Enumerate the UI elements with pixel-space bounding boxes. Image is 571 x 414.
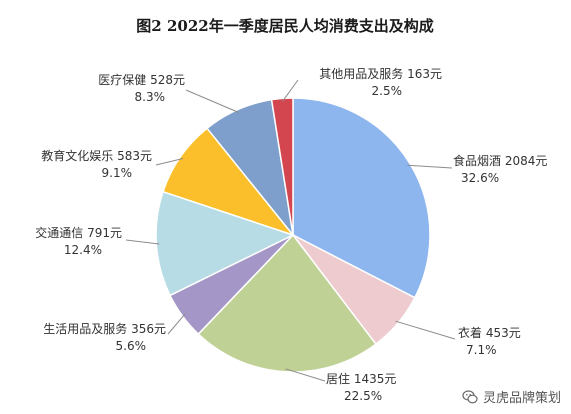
pie-slice-7 <box>270 97 294 236</box>
leader-line-0 <box>407 164 453 169</box>
leader-line-2 <box>285 368 326 382</box>
slice-label-2: 居住 1435元 <box>326 372 396 386</box>
watermark: 灵虎品牌策划 <box>462 387 561 406</box>
slice-label-1: 衣着 453元 <box>458 325 521 340</box>
chart-title: 图2 2022年一季度居民人均消费支出及构成 <box>136 17 433 35</box>
leader-lines <box>125 79 456 382</box>
pie-slice-4 <box>155 190 295 297</box>
leader-line-4 <box>125 239 160 245</box>
slice-label-6: 医疗保健 528元 <box>98 73 185 87</box>
pie-slice-0 <box>292 97 431 299</box>
slice-label-7: 其他用品及服务 163元 <box>319 66 442 81</box>
pie-slice-2 <box>197 233 377 373</box>
slice-percent-2: 22.5% <box>344 389 382 403</box>
leader-line-5 <box>155 158 184 166</box>
slice-percent-5: 9.1% <box>102 166 133 180</box>
slice-labels: 食品烟酒 2084元 32.6% 衣着 453元 7.1% 居住 1435元 22.5% 生… <box>35 66 547 403</box>
leader-line-6 <box>185 89 239 113</box>
pie-slices <box>155 97 431 373</box>
watermark-text: 灵虎品牌策划 <box>482 391 561 406</box>
slice-percent-7: 2.5% <box>372 84 403 98</box>
leader-line-7 <box>282 79 299 102</box>
slice-label-5: 教育文化娱乐 583元 <box>41 148 152 163</box>
leader-line-1 <box>395 320 456 340</box>
slice-label-3: 生活用品及服务 356元 <box>43 321 166 336</box>
slice-percent-4: 12.4% <box>64 243 102 257</box>
slice-percent-3: 5.6% <box>116 339 147 353</box>
wechat-icon <box>462 389 478 403</box>
slice-label-0: 食品烟酒 2084元 <box>453 153 547 168</box>
pie-slice-5 <box>162 127 296 237</box>
slice-percent-1: 7.1% <box>466 343 497 357</box>
leader-line-3 <box>167 313 186 335</box>
slice-label-4: 交通通信 791元 <box>35 225 122 240</box>
slice-percent-6: 8.3% <box>135 90 166 104</box>
slice-percent-0: 32.6% <box>461 171 499 185</box>
